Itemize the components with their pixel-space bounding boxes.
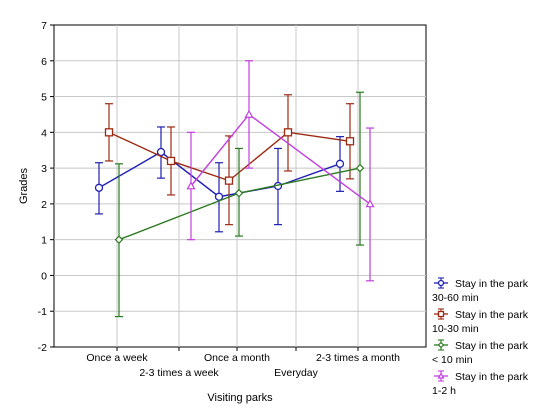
- series-0: [94, 126, 345, 233]
- data-point: [335, 159, 345, 168]
- legend-item-1: Stay in the park 10-30 min: [432, 308, 529, 335]
- y-tick-label: 2: [41, 199, 47, 211]
- y-tick-label: 6: [41, 56, 47, 68]
- data-point: [437, 310, 445, 318]
- legend-item-0: Stay in the park 30-60 min: [432, 277, 529, 304]
- data-point: [355, 163, 365, 173]
- legend-label: Stay in the park: [455, 371, 529, 383]
- data-point: [94, 183, 104, 192]
- x-axis-title: Visiting parks: [207, 392, 273, 404]
- x-tick-label: 2-3 times a month: [316, 352, 400, 364]
- legend-label: Stay in the park: [455, 340, 529, 352]
- x-tick-label: Everyday: [274, 367, 319, 379]
- x-tick-label: Once a month: [204, 352, 270, 364]
- legend-sublabel: 30-60 min: [432, 292, 479, 304]
- data-point: [114, 235, 124, 245]
- data-point: [437, 279, 445, 287]
- y-axis-title: Grades: [18, 167, 30, 204]
- data-point: [234, 188, 244, 198]
- data-point: [437, 372, 445, 379]
- data-point: [244, 109, 254, 118]
- legend-sublabel: 10-30 min: [432, 323, 479, 335]
- x-tick-label: Once a week: [86, 352, 148, 364]
- legend-sublabel: < 10 min: [432, 354, 473, 366]
- series-layer: [94, 60, 375, 318]
- data-point: [283, 128, 293, 137]
- data-point: [156, 147, 166, 157]
- y-tick-label: 7: [41, 20, 47, 32]
- series-3: [186, 60, 375, 282]
- data-point: [186, 181, 196, 190]
- y-tick-label: 1: [41, 235, 47, 247]
- data-point: [166, 156, 176, 166]
- y-tick-label: 0: [41, 270, 47, 282]
- data-point: [345, 137, 355, 146]
- x-axis: Once a week 2-3 times a week Once a month E…: [86, 347, 400, 379]
- data-point: [224, 176, 234, 185]
- plot-area: [53, 24, 427, 348]
- legend-item-2: Stay in the park < 10 min: [432, 339, 529, 366]
- series-1: [104, 94, 355, 226]
- x-tick-label: 2-3 times a week: [139, 367, 219, 379]
- y-tick-label: 4: [41, 127, 47, 139]
- y-tick-label: 5: [41, 92, 47, 104]
- grid: [54, 25, 426, 347]
- y-axis: -2 -1 0 1 2 3 4 5 6 7: [38, 20, 54, 354]
- series-2: [114, 91, 365, 318]
- legend-item-3: Stay in the park 1-2 h: [432, 370, 529, 397]
- data-point: [104, 128, 114, 137]
- y-tick-label: -1: [38, 306, 47, 318]
- legend-label: Stay in the park: [455, 278, 529, 290]
- y-tick-label: 3: [41, 163, 47, 175]
- legend-sublabel: 1-2 h: [432, 385, 456, 397]
- data-point: [437, 341, 445, 349]
- y-tick-label: -2: [38, 342, 47, 354]
- legend-label: Stay in the park: [455, 309, 529, 321]
- data-point: [214, 192, 224, 201]
- data-point: [365, 199, 375, 208]
